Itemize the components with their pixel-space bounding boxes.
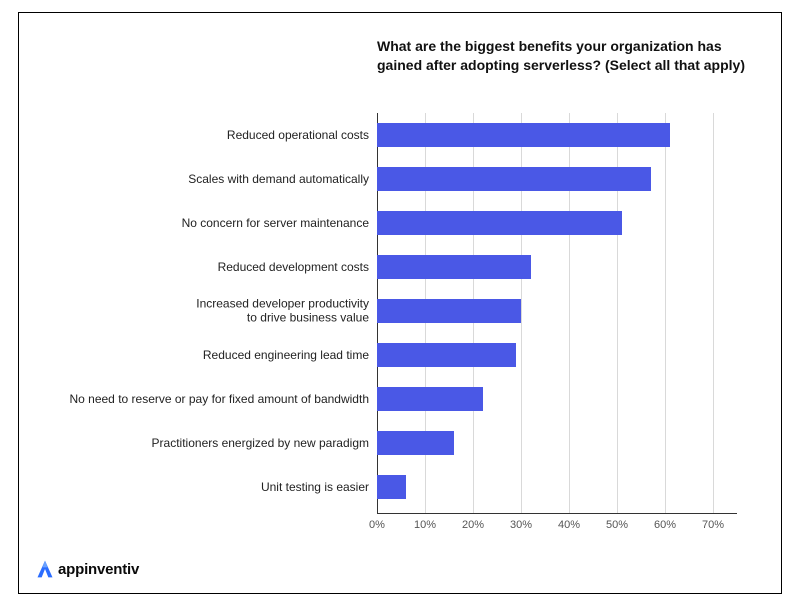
x-axis-line	[377, 513, 737, 514]
bar-label: Unit testing is easier	[59, 480, 369, 494]
chart-row: No need to reserve or pay for fixed amou…	[59, 387, 749, 411]
chart-row: Reduced engineering lead time	[59, 343, 749, 367]
chart-frame: What are the biggest benefits your organ…	[18, 12, 782, 594]
chart-row: Reduced development costs	[59, 255, 749, 279]
chart-row: Scales with demand automatically	[59, 167, 749, 191]
bar-label: Reduced development costs	[59, 260, 369, 274]
chart-row: Increased developer productivityto drive…	[59, 299, 749, 323]
chart-row: Practitioners energized by new paradigm	[59, 431, 749, 455]
bar	[377, 387, 483, 411]
bar	[377, 299, 521, 323]
x-tick-label: 0%	[369, 519, 385, 531]
bar-label: Increased developer productivityto drive…	[59, 297, 369, 326]
bar-label: Scales with demand automatically	[59, 172, 369, 186]
bar	[377, 343, 516, 367]
bar-label: No concern for server maintenance	[59, 216, 369, 230]
x-tick-label: 50%	[606, 519, 628, 531]
x-tick-label: 40%	[558, 519, 580, 531]
x-tick-label: 60%	[654, 519, 676, 531]
bar	[377, 431, 454, 455]
x-tick-label: 70%	[702, 519, 724, 531]
brand-logo: appinventiv	[35, 559, 139, 579]
bar	[377, 475, 406, 499]
bar	[377, 123, 670, 147]
chart-row: Unit testing is easier	[59, 475, 749, 499]
x-tick-label: 30%	[510, 519, 532, 531]
brand-logo-icon	[35, 559, 55, 579]
chart-row: Reduced operational costs	[59, 123, 749, 147]
bar-label: Reduced operational costs	[59, 128, 369, 142]
bar-label: Reduced engineering lead time	[59, 348, 369, 362]
bar-label: No need to reserve or pay for fixed amou…	[59, 392, 369, 406]
bar	[377, 167, 651, 191]
bar	[377, 255, 531, 279]
brand-logo-text: appinventiv	[58, 561, 139, 578]
x-tick-label: 20%	[462, 519, 484, 531]
bar	[377, 211, 622, 235]
chart-row: No concern for server maintenance	[59, 211, 749, 235]
bar-label: Practitioners energized by new paradigm	[59, 436, 369, 450]
chart-area: 0% 10% 20% 30% 40% 50% 60% 70% Reduced operation…	[59, 113, 749, 533]
x-tick-label: 10%	[414, 519, 436, 531]
chart-title: What are the biggest benefits your organ…	[377, 37, 757, 75]
